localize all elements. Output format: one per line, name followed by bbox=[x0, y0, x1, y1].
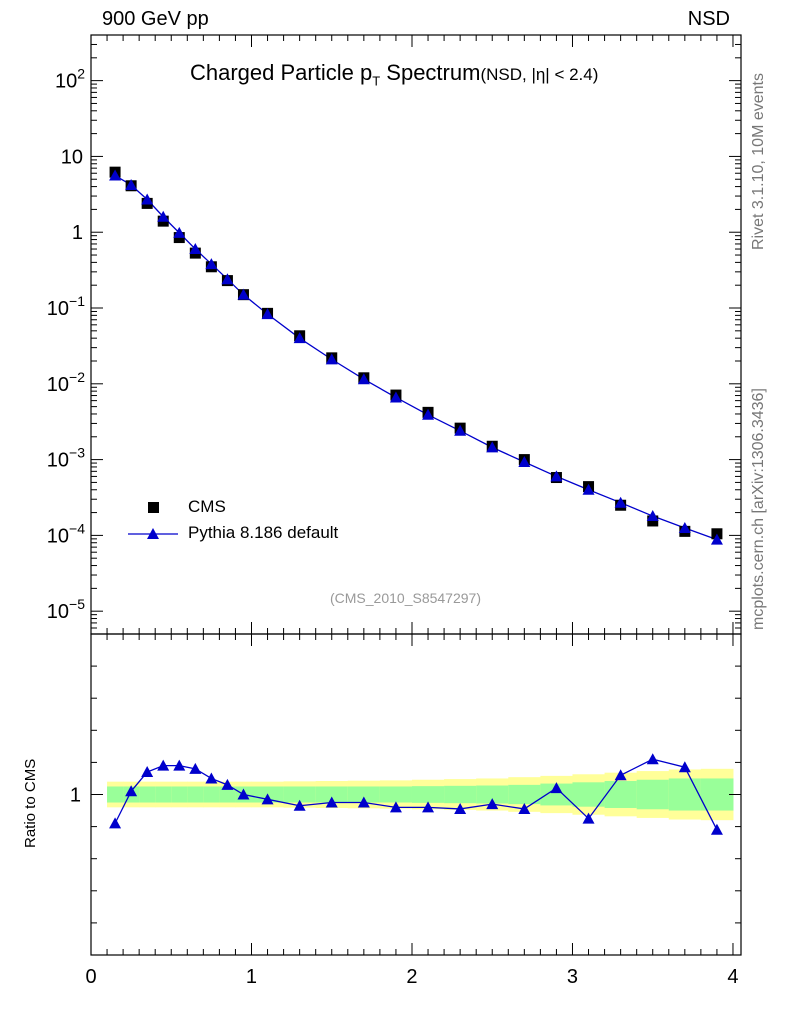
ratio-pythia-point bbox=[486, 798, 499, 810]
pythia-point bbox=[357, 373, 370, 385]
x-tick-label: 0 bbox=[85, 966, 96, 988]
pythia-point bbox=[325, 353, 338, 365]
ratio-pythia-point bbox=[125, 785, 138, 797]
side-label-mcplots: mcplots.cern.ch [arXiv:1306.3436] bbox=[750, 388, 767, 630]
y-tick-label: 102 bbox=[55, 66, 85, 93]
pythia-point bbox=[261, 308, 274, 320]
ratio-band-inner bbox=[444, 785, 477, 804]
ratio-band-inner bbox=[171, 786, 188, 803]
pythia-point bbox=[109, 169, 122, 181]
legend-label-pythia: Pythia 8.186 default bbox=[188, 523, 339, 542]
ratio-band-inner bbox=[219, 786, 236, 803]
ratio-band-inner bbox=[476, 785, 509, 804]
ratio-pythia-point bbox=[550, 782, 563, 794]
ratio-pythia-point bbox=[325, 796, 338, 808]
ratio-pythia-point bbox=[109, 817, 122, 829]
side-label-rivet: Rivet 3.1.10, 10M events bbox=[750, 73, 767, 250]
pythia-point bbox=[157, 210, 170, 222]
pythia-point bbox=[518, 455, 531, 467]
ratio-band-inner bbox=[139, 786, 156, 803]
pythia-point bbox=[389, 391, 402, 403]
ratio-pythia-point bbox=[157, 759, 170, 771]
legend-label-cms: CMS bbox=[188, 497, 226, 516]
pythia-point bbox=[205, 258, 218, 270]
ratio-pythia-point bbox=[614, 769, 627, 781]
pythia-point bbox=[550, 470, 563, 482]
ratio-band-inner bbox=[700, 778, 734, 811]
ratio-band-inner bbox=[604, 781, 638, 808]
ratio-pythia-point bbox=[237, 788, 250, 800]
pythia-point bbox=[221, 273, 234, 285]
ratio-pythia-point bbox=[221, 778, 234, 790]
pythia-point bbox=[614, 496, 627, 508]
legend-marker-pythia bbox=[147, 528, 159, 539]
ratio-pythia-point bbox=[646, 753, 659, 765]
pythia-point bbox=[422, 408, 435, 420]
ratio-pythia-point bbox=[189, 762, 202, 774]
y-tick-label: 10 bbox=[61, 146, 83, 168]
x-tick-label: 3 bbox=[567, 966, 578, 988]
y-tick-label: 1 bbox=[72, 222, 83, 244]
ratio-band-inner bbox=[347, 786, 381, 803]
ratio-pythia-point bbox=[357, 796, 370, 808]
ratio-pythia-point bbox=[205, 772, 218, 784]
ratio-pythia-point bbox=[518, 802, 531, 814]
header-right: NSD bbox=[687, 8, 730, 30]
pythia-point bbox=[678, 522, 691, 534]
ratio-band-inner bbox=[315, 786, 349, 803]
ratio-pythia-point bbox=[454, 802, 467, 814]
plot-title: Charged Particle pT Spectrum(NSD, |η| < … bbox=[190, 60, 599, 89]
ratio-band-inner bbox=[155, 786, 172, 803]
ratio-band-inner bbox=[187, 786, 204, 803]
y-tick-label: 10−1 bbox=[47, 293, 85, 320]
pythia-point bbox=[486, 441, 499, 453]
x-tick-label: 1 bbox=[246, 966, 257, 988]
ratio-band-inner bbox=[668, 778, 702, 811]
ratio-pythia-point bbox=[389, 801, 402, 813]
pythia-line bbox=[114, 174, 718, 541]
header-left: 900 GeV pp bbox=[102, 8, 209, 30]
ratio-band-inner bbox=[411, 786, 445, 803]
ratio-pythia-point bbox=[173, 759, 186, 771]
ratio-y-axis-label: Ratio to CMS bbox=[22, 758, 39, 848]
ratio-pythia-point bbox=[141, 766, 154, 778]
pythia-point bbox=[189, 243, 202, 255]
ratio-pythia-point bbox=[582, 812, 595, 824]
pythia-point bbox=[293, 332, 306, 344]
ratio-pythia-point bbox=[678, 761, 691, 773]
pythia-point bbox=[237, 288, 250, 300]
analysis-id: (CMS_2010_S8547297) bbox=[330, 590, 481, 606]
pythia-point bbox=[141, 193, 154, 205]
pythia-point bbox=[173, 226, 186, 238]
ratio-band-inner bbox=[203, 786, 220, 803]
pythia-point bbox=[125, 178, 138, 190]
ratio-pythia-point bbox=[710, 823, 723, 835]
legend-marker-cms bbox=[148, 502, 159, 513]
ratio-band-inner bbox=[107, 786, 124, 803]
x-tick-label: 2 bbox=[406, 966, 417, 988]
ratio-band-inner bbox=[379, 786, 413, 803]
y-tick-label: 10−2 bbox=[47, 369, 85, 396]
x-tick-label: 4 bbox=[727, 966, 738, 988]
y-tick-label: 10−4 bbox=[47, 520, 85, 547]
y-tick-label: 10−5 bbox=[47, 596, 85, 623]
ratio-band-inner bbox=[636, 779, 670, 810]
pythia-point bbox=[646, 510, 659, 522]
ratio-band-inner bbox=[540, 783, 573, 806]
pythia-point bbox=[710, 533, 723, 545]
ratio-y-tick-label: 1 bbox=[70, 785, 81, 807]
y-tick-label: 10−3 bbox=[47, 445, 85, 472]
pythia-point bbox=[454, 424, 467, 436]
pythia-point bbox=[582, 483, 595, 495]
ratio-pythia-point bbox=[422, 801, 435, 813]
ratio-pythia-point bbox=[293, 799, 306, 811]
ratio-band-inner bbox=[283, 786, 317, 803]
ratio-band-inner bbox=[508, 784, 541, 805]
main-frame bbox=[90, 34, 742, 635]
ratio-pythia-point bbox=[261, 793, 274, 805]
